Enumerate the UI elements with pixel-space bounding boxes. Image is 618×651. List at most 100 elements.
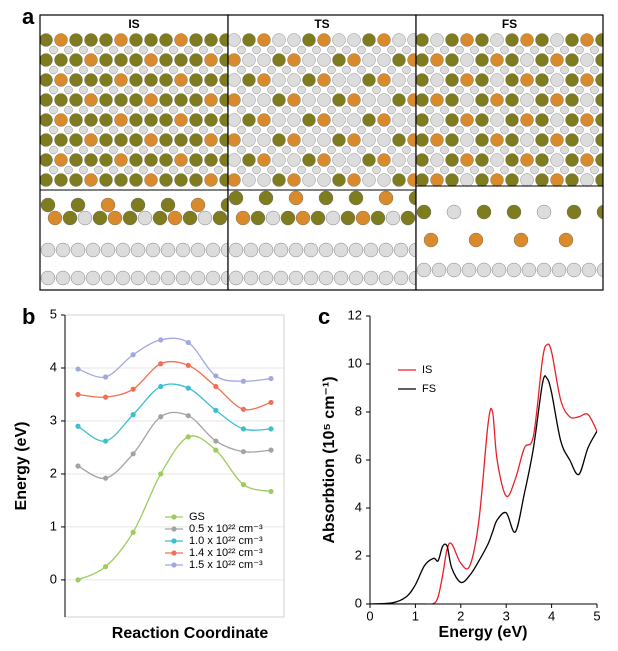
atom (204, 53, 218, 67)
atom (392, 173, 406, 187)
atom (580, 173, 594, 187)
atom (485, 45, 494, 55)
atom (109, 85, 118, 95)
atom (475, 113, 489, 127)
atom (485, 65, 494, 75)
atom (64, 145, 73, 155)
atom (288, 242, 304, 258)
atom (560, 45, 569, 55)
point (158, 337, 164, 343)
atom (565, 113, 579, 127)
atom (124, 145, 133, 155)
atom (237, 105, 246, 115)
atom (440, 125, 449, 135)
atom (378, 190, 394, 206)
atom (530, 125, 539, 135)
point (185, 339, 191, 346)
atom (357, 85, 366, 95)
atom (252, 65, 261, 75)
point (240, 481, 247, 488)
atom (212, 210, 228, 226)
atom (159, 73, 173, 87)
atom (460, 173, 474, 187)
atom (416, 153, 429, 167)
atom (114, 153, 128, 167)
atom (566, 262, 582, 278)
atom (362, 93, 376, 107)
atom (407, 53, 416, 67)
atom (282, 45, 291, 55)
atom (84, 93, 98, 107)
atom (288, 190, 304, 206)
point (240, 426, 247, 432)
atom (485, 105, 494, 115)
atom (580, 153, 594, 167)
atom (342, 145, 351, 155)
atom (357, 105, 366, 115)
atom (302, 133, 316, 147)
atom (69, 93, 83, 107)
atom (94, 125, 103, 135)
atom (604, 233, 618, 247)
atom (385, 210, 401, 226)
point (240, 378, 247, 384)
atom (139, 45, 148, 55)
atom (237, 165, 246, 175)
atom (40, 73, 53, 87)
atom (145, 242, 161, 258)
atom (377, 93, 391, 107)
atom (69, 73, 83, 87)
atom (611, 154, 618, 167)
atom (560, 145, 569, 155)
atom (362, 173, 376, 187)
atom (267, 165, 276, 175)
atom (440, 145, 449, 155)
atom (575, 105, 584, 115)
atom (214, 145, 223, 155)
atom (129, 73, 143, 87)
atom (267, 125, 276, 135)
atom (184, 125, 193, 135)
atom (520, 93, 534, 107)
atom (520, 33, 534, 47)
atom (144, 173, 158, 187)
atom (445, 113, 459, 127)
atom (100, 270, 116, 286)
atom (242, 93, 256, 107)
atom (408, 190, 416, 206)
atom (606, 106, 614, 114)
atom (252, 145, 261, 155)
atom (49, 105, 58, 115)
atom (611, 134, 618, 147)
atom (490, 53, 504, 67)
atom (327, 45, 336, 55)
atom (272, 33, 286, 47)
atom (175, 242, 191, 258)
atom (257, 133, 271, 147)
atom (84, 53, 98, 67)
atom (377, 113, 391, 127)
atom (258, 270, 274, 286)
atom (237, 125, 246, 135)
atom (64, 65, 73, 75)
atom (79, 105, 88, 115)
atom (560, 125, 569, 135)
atom (611, 34, 618, 47)
atom (332, 73, 346, 87)
atom (317, 93, 331, 107)
atom (242, 53, 256, 67)
atom (590, 145, 599, 155)
atom (55, 270, 71, 286)
atom (84, 113, 98, 127)
atom (124, 45, 133, 55)
atom (312, 65, 321, 75)
atom (252, 85, 261, 95)
atom (77, 210, 93, 226)
atom (470, 165, 479, 175)
atom (109, 45, 118, 55)
atom (159, 173, 173, 187)
atom (550, 153, 564, 167)
atom (204, 153, 218, 167)
atom (535, 93, 549, 107)
atom (64, 125, 73, 135)
